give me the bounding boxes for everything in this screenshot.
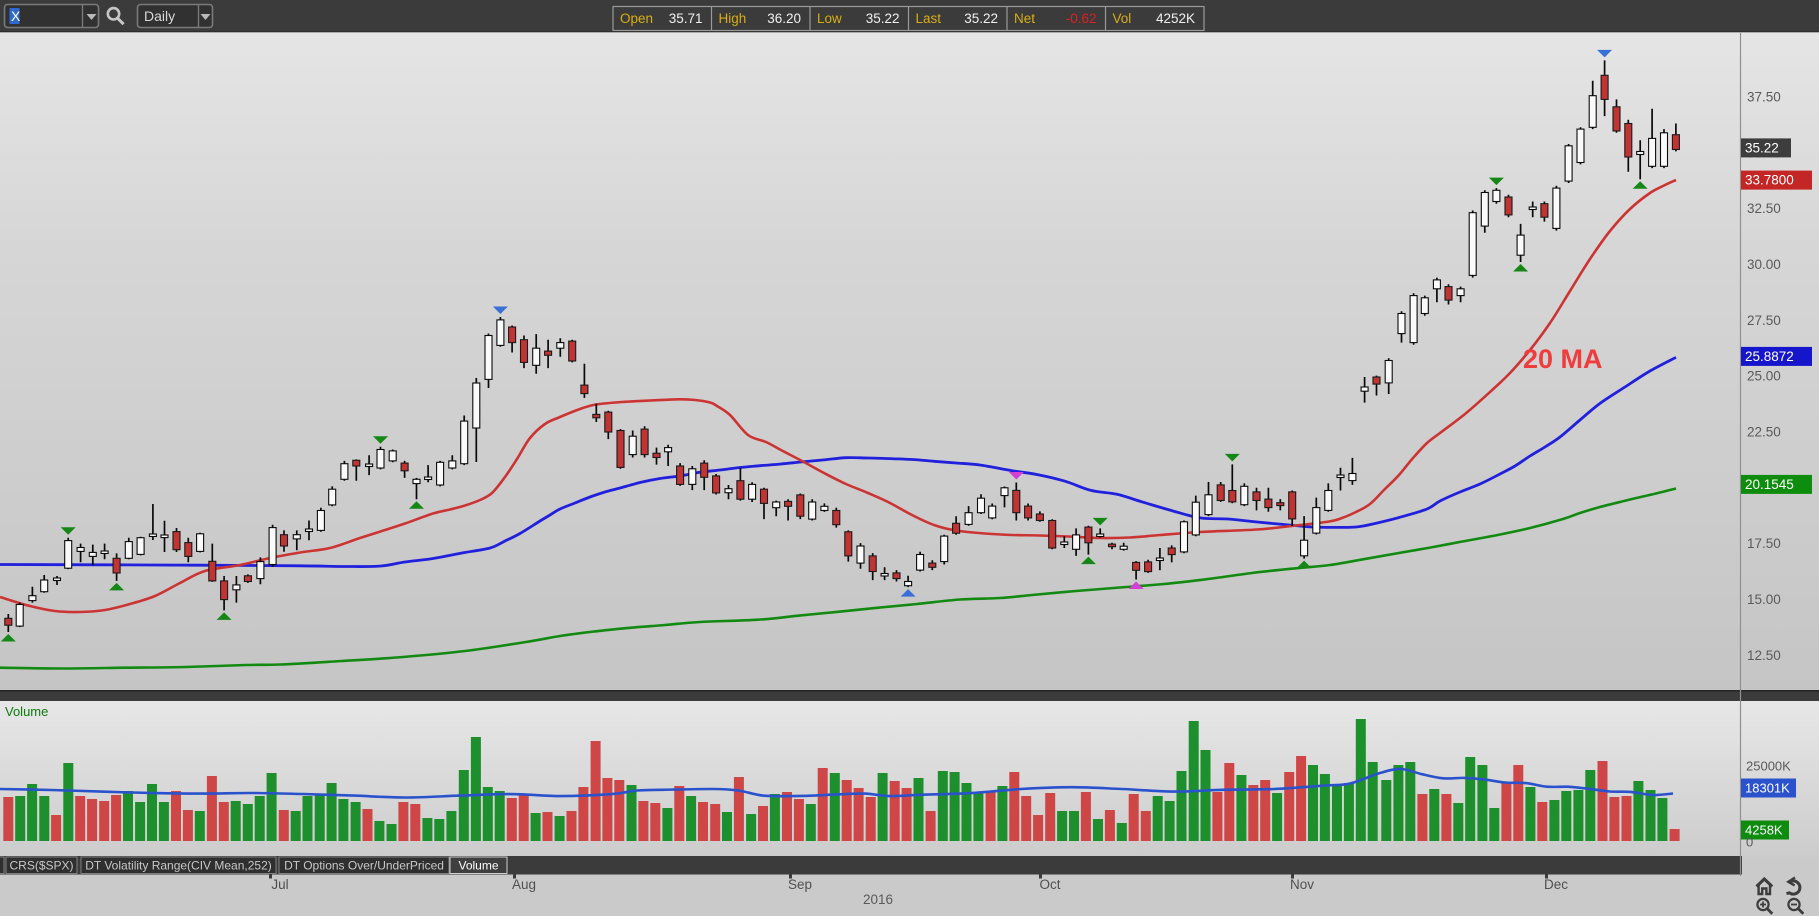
svg-text:17.50: 17.50	[1747, 536, 1781, 551]
svg-text:CRS($SPX): CRS($SPX)	[9, 859, 73, 873]
svg-text:High: High	[719, 11, 747, 26]
svg-text:Daily: Daily	[144, 8, 175, 24]
svg-text:25.00: 25.00	[1747, 369, 1781, 384]
svg-text:-0.62: -0.62	[1066, 11, 1097, 26]
svg-text:Dec: Dec	[1544, 877, 1568, 892]
svg-text:20.1545: 20.1545	[1745, 477, 1794, 492]
svg-text:30.00: 30.00	[1747, 257, 1781, 272]
svg-text:DT Volatility Range(CIV Mean,2: DT Volatility Range(CIV Mean,252)	[85, 859, 272, 873]
svg-text:Sep: Sep	[788, 877, 812, 892]
svg-text:0: 0	[1746, 835, 1753, 850]
svg-text:20 MA: 20 MA	[1523, 344, 1603, 374]
svg-text:Oct: Oct	[1039, 877, 1060, 892]
svg-text:12.50: 12.50	[1747, 648, 1781, 663]
svg-text:27.50: 27.50	[1747, 313, 1781, 328]
svg-text:Net: Net	[1014, 11, 1035, 26]
svg-text:37.50: 37.50	[1747, 89, 1781, 104]
svg-text:35.22: 35.22	[1745, 140, 1779, 155]
svg-text:Open: Open	[620, 11, 653, 26]
svg-text:DT Options Over/UnderPriced: DT Options Over/UnderPriced	[284, 859, 444, 873]
svg-text:Aug: Aug	[512, 877, 536, 892]
svg-text:25.8872: 25.8872	[1745, 349, 1794, 364]
svg-text:35.71: 35.71	[669, 11, 703, 26]
svg-text:X: X	[11, 8, 21, 24]
svg-text:Volume: Volume	[5, 704, 48, 719]
svg-text:25000K: 25000K	[1746, 759, 1791, 774]
svg-text:Last: Last	[916, 11, 942, 26]
svg-text:15.00: 15.00	[1747, 592, 1781, 607]
svg-text:2016: 2016	[863, 892, 893, 907]
svg-text:33.7800: 33.7800	[1745, 173, 1794, 188]
svg-text:18301K: 18301K	[1745, 781, 1790, 796]
svg-text:Low: Low	[817, 11, 842, 26]
svg-text:22.50: 22.50	[1747, 425, 1781, 440]
svg-text:Vol: Vol	[1113, 11, 1132, 26]
svg-text:36.20: 36.20	[767, 11, 801, 26]
svg-text:4252K: 4252K	[1156, 11, 1195, 26]
svg-text:32.50: 32.50	[1747, 201, 1781, 216]
svg-text:Volume: Volume	[458, 859, 498, 873]
svg-text:35.22: 35.22	[964, 11, 998, 26]
svg-text:Nov: Nov	[1290, 877, 1314, 892]
svg-text:4258K: 4258K	[1745, 823, 1783, 838]
svg-text:35.22: 35.22	[866, 11, 900, 26]
svg-text:Jul: Jul	[271, 877, 288, 892]
